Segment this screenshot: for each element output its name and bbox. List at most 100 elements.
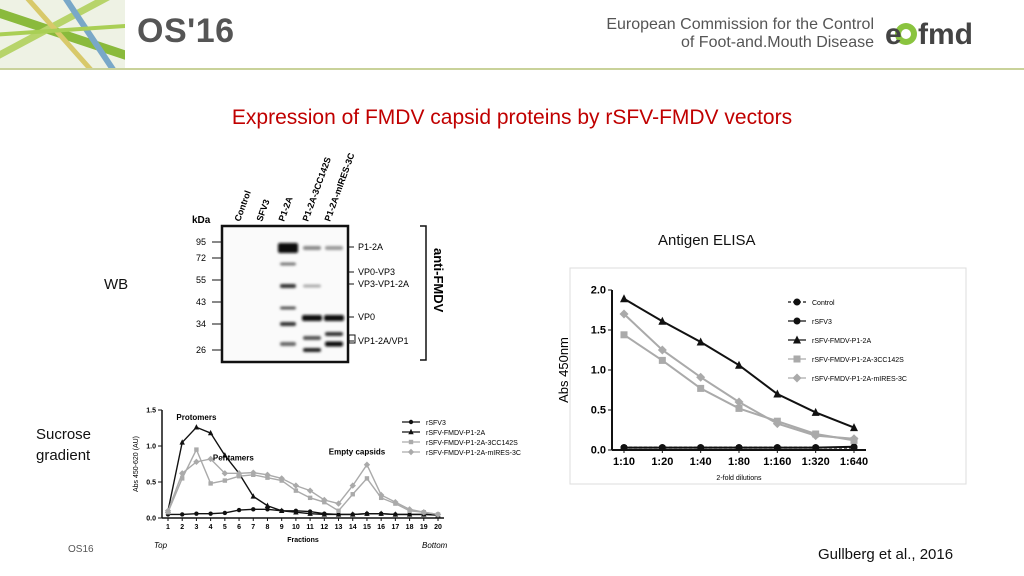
sucrose-point-rsfv-fmdv-p1-2a-mires-3c [179, 470, 186, 477]
sucrose-point-rsfv-fmdv-p1-2a-mires-3c [377, 491, 385, 499]
sucrose-point-rsfv-fmdv-p1-2a-mires-3c [335, 500, 342, 507]
sucrose-point-rsfv-fmdv-p1-2a-mires-3c [349, 482, 356, 489]
svg-text:fmd: fmd [918, 18, 973, 51]
elisa-point-rsfv-fmdv-p1-2a [696, 337, 705, 346]
sucrose-x-tick-label: 4 [209, 524, 213, 531]
sucrose-y-tick-label: 0.0 [146, 515, 156, 522]
sucrose-x-tick-label: 2 [180, 524, 184, 531]
elisa-legend-label-control: Control [812, 300, 835, 307]
sucrose-point-rsfv-fmdv-p1-2a [193, 424, 200, 430]
blot-band [280, 342, 296, 346]
sucrose-x-right-label: Bottom [422, 541, 448, 550]
elisa-point-rsfv-fmdv-p1-2a-mires-3c [696, 372, 706, 382]
sucrose-point-rsfv3 [194, 511, 199, 516]
blot-band [280, 262, 296, 266]
band-label-vp1-2a-vp1: VP1-2A/VP1 [358, 336, 409, 346]
sucrose-point-rsfv-fmdv-p1-2a [293, 509, 299, 515]
blot-band [325, 341, 343, 347]
elisa-x-tick-label: 1:320 [802, 456, 830, 468]
sucrose-point-rsfv-fmdv-p1-2a [364, 510, 370, 516]
sucrose-x-tick-label: 15 [363, 524, 371, 531]
sucrose-point-rsfv-fmdv-p1-2a-3cc142s [222, 478, 228, 483]
elisa-point-rsfv-fmdv-p1-2a [735, 360, 743, 369]
wb-label: WB [104, 276, 129, 293]
marker-label-72: 72 [196, 253, 206, 263]
elisa-point-rsfv-fmdv-p1-2a-mires-3c [811, 431, 821, 441]
elisa-legend-label-rsfv-fmdv-p1-2a-mires-3c: rSFV-FMDV-P1-2A-mIRES-3C [812, 376, 907, 383]
elisa-point-rsfv3 [620, 444, 628, 452]
elisa-legend-marker-rsfv-fmdv-p1-2a-3cc142s [793, 355, 801, 363]
sucrose-point-rsfv-fmdv-p1-2a [350, 511, 356, 517]
svg-text:e: e [885, 18, 902, 51]
elisa-point-rsfv3 [850, 443, 858, 451]
elisa-point-rsfv3 [773, 444, 781, 452]
elisa-y-tick-label: 1.5 [591, 325, 606, 337]
sucrose-x-tick-label: 10 [292, 524, 300, 531]
sucrose-point-rsfv-fmdv-p1-2a-mires-3c [264, 471, 271, 478]
elisa-y-tick-label: 0.0 [591, 445, 606, 457]
elisa-point-rsfv-fmdv-p1-2a-3cc142s [658, 356, 666, 364]
conference-title: OS'16 [137, 12, 235, 50]
sucrose-point-rsfv-fmdv-p1-2a-3cc142s [293, 488, 299, 493]
sucrose-legend-marker-rsfv-fmdv-p1-2a-3cc142s [408, 439, 414, 445]
sucrose-point-rsfv-fmdv-p1-2a-mires-3c [221, 470, 229, 477]
commission-line-1: European Commission for the Control [606, 16, 874, 33]
sucrose-point-rsfv-fmdv-p1-2a-mires-3c [363, 461, 371, 468]
sucrose-x-tick-label: 6 [237, 524, 241, 531]
sucrose-point-rsfv-fmdv-p1-2a [392, 511, 399, 517]
band-label-p1-2a: P1-2A [358, 242, 383, 252]
blot-band [324, 315, 344, 321]
sucrose-point-rsfv-fmdv-p1-2a-3cc142s [194, 447, 199, 452]
sucrose-point-rsfv3 [222, 510, 228, 516]
sucrose-point-rsfv-fmdv-p1-2a-mires-3c [406, 506, 413, 513]
sucrose-x-tick-label: 16 [377, 524, 385, 531]
sucrose-point-rsfv-fmdv-p1-2a-mires-3c [193, 458, 200, 466]
elisa-y-axis-label: Abs 450nm [556, 337, 571, 403]
sucrose-point-rsfv3 [236, 507, 242, 513]
elisa-point-rsfv-fmdv-p1-2a [811, 407, 820, 416]
elisa-x-tick-label: 1:160 [763, 456, 791, 468]
elisa-x-tick-label: 1:10 [613, 456, 635, 468]
slide-title: Expression of FMDV capsid proteins by rS… [231, 106, 793, 129]
sucrose-x-tick-label: 3 [194, 524, 198, 531]
footer-label: OS16 [68, 544, 94, 555]
elisa-point-rsfv-fmdv-p1-2a-mires-3c [657, 345, 667, 355]
elisa-point-rsfv-fmdv-p1-2a-mires-3c [734, 397, 744, 407]
blot-band [303, 348, 321, 352]
sucrose-point-rsfv-fmdv-p1-2a [250, 493, 256, 499]
sucrose-point-rsfv-fmdv-p1-2a-mires-3c [292, 482, 300, 489]
elisa-legend-marker-rsfv-fmdv-p1-2a-mires-3c [792, 373, 802, 383]
header-banner-graphic [0, 0, 125, 70]
sucrose-y-axis-label: Abs 450-620 (AU) [133, 436, 140, 492]
sucrose-point-rsfv-fmdv-p1-2a [278, 507, 285, 513]
elisa-point-rsfv3 [735, 444, 743, 452]
elisa-point-rsfv-fmdv-p1-2a-3cc142s [620, 331, 628, 339]
blot-band [303, 284, 321, 288]
sucrose-legend-marker-rsfv-fmdv-p1-2a-mires-3c [407, 448, 415, 456]
sucrose-x-tick-label: 14 [349, 524, 357, 531]
elisa-legend-marker-control [793, 298, 801, 306]
blot-band [302, 315, 322, 321]
sucrose-x-tick-label: 13 [335, 524, 343, 531]
elisa-y-tick-label: 1.0 [591, 365, 606, 377]
sucrose-legend-label-rsfv-fmdv-p1-2a: rSFV-FMDV-P1-2A [426, 430, 485, 437]
band-label-vp0-vp3: VP0-VP3 [358, 267, 395, 277]
elisa-point-rsfv3 [658, 444, 666, 452]
blot-band [303, 246, 321, 250]
sucrose-point-rsfv-fmdv-p1-2a [207, 429, 214, 436]
sucrose-annotation-protomers: Protomers [176, 413, 217, 422]
sucrose-legend-label-rsfv3: rSFV3 [426, 420, 446, 427]
marker-label-26: 26 [196, 345, 206, 355]
sucrose-annotation-empty-capsids: Empty capsids [329, 448, 386, 457]
elisa-legend-marker-rsfv-fmdv-p1-2a [793, 335, 801, 344]
elisa-point-rsfv-fmdv-p1-2a-3cc142s [697, 384, 705, 392]
blot-band [325, 332, 343, 336]
sucrose-point-rsfv-fmdv-p1-2a-3cc142s [364, 476, 370, 481]
blot-band [280, 306, 296, 310]
marker-label-55: 55 [196, 275, 206, 285]
sucrose-point-rsfv-fmdv-p1-2a-mires-3c [250, 469, 257, 476]
sucrose-x-tick-label: 5 [223, 524, 227, 531]
sucrose-legend-marker-rsfv3 [408, 419, 414, 425]
elisa-x-tick-label: 1:40 [690, 456, 712, 468]
sucrose-x-tick-label: 12 [320, 524, 328, 531]
